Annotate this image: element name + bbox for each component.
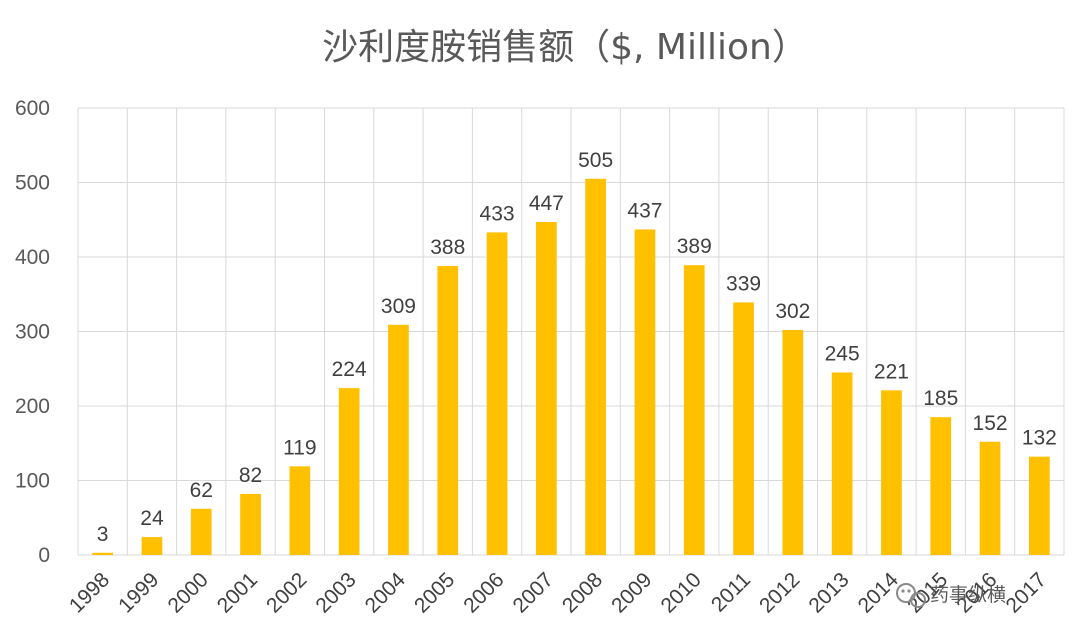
grid-lines <box>77 107 1065 556</box>
bar <box>289 466 311 555</box>
chart-title: 沙利度胺销售额（$, Million） <box>322 27 808 68</box>
x-tick-label: 2013 <box>804 568 853 617</box>
x-tick-label: 2000 <box>163 568 212 617</box>
bar <box>338 388 360 555</box>
x-tick-label: 2012 <box>755 568 804 617</box>
y-tick-label: 400 <box>15 246 50 269</box>
data-label: 437 <box>627 199 662 222</box>
data-label: 152 <box>973 412 1008 435</box>
bar <box>437 265 459 555</box>
x-tick-label: 2003 <box>311 568 360 617</box>
bar <box>1028 456 1050 555</box>
bar <box>831 372 853 555</box>
bars <box>92 178 1050 556</box>
x-tick-label: 2010 <box>656 568 705 617</box>
watermark-text: 药事纵横 <box>930 584 1006 606</box>
data-label: 245 <box>825 342 860 365</box>
x-tick-label: 2011 <box>707 568 755 616</box>
bar <box>92 552 114 555</box>
bar <box>683 265 705 555</box>
data-label: 505 <box>578 149 613 172</box>
x-tick-label: 1998 <box>65 568 114 617</box>
data-label: 221 <box>874 360 909 383</box>
x-tick-label: 2007 <box>509 568 558 617</box>
data-label: 309 <box>381 295 416 318</box>
bar <box>486 232 508 556</box>
bar <box>979 441 1001 555</box>
bar <box>585 178 607 555</box>
bar <box>782 330 804 555</box>
data-label: 132 <box>1022 427 1057 450</box>
y-tick-label: 0 <box>38 544 50 567</box>
data-label: 62 <box>190 479 213 502</box>
x-tick-label: 2014 <box>854 568 904 618</box>
data-labels: 3 24 62 82 119 224 309 388 433 447 505 437 389 339 302… <box>97 149 1057 546</box>
bar <box>881 390 902 555</box>
x-tick-label: 2006 <box>459 568 508 617</box>
y-axis-ticks: 0 100 200 300 400 500 600 <box>15 97 50 567</box>
x-axis-ticks: 1998 1999 2000 2001 2002 2003 2004 2005 2006 2007… <box>65 568 1051 618</box>
y-tick-label: 500 <box>15 172 50 195</box>
y-tick-label: 300 <box>15 321 50 344</box>
bar <box>388 324 409 555</box>
y-tick-label: 600 <box>15 97 50 120</box>
watermark: 药事纵横 <box>896 583 1006 608</box>
x-tick-label: 2008 <box>558 568 607 617</box>
x-tick-label: 2004 <box>361 568 411 618</box>
data-label: 3 <box>97 523 109 546</box>
x-tick-label: 2017 <box>1002 568 1051 617</box>
data-label: 24 <box>140 507 164 530</box>
wechat-icon <box>896 583 926 608</box>
data-label: 224 <box>332 358 367 381</box>
y-tick-label: 200 <box>15 395 50 418</box>
x-tick-label: 2009 <box>607 568 656 617</box>
bar <box>240 493 261 555</box>
x-tick-label: 2002 <box>262 568 311 617</box>
data-label: 388 <box>430 236 465 259</box>
data-label: 447 <box>529 192 564 215</box>
bar <box>190 508 212 555</box>
x-tick-label: 2005 <box>410 568 459 617</box>
y-tick-label: 100 <box>15 470 50 493</box>
x-tick-label: 1999 <box>114 568 163 617</box>
bar <box>733 302 754 555</box>
data-label: 185 <box>923 387 958 410</box>
data-label: 433 <box>480 202 515 225</box>
data-label: 82 <box>239 464 262 487</box>
bar <box>535 221 557 556</box>
data-label: 389 <box>677 235 712 258</box>
bar <box>634 229 656 555</box>
bar <box>141 537 163 555</box>
data-label: 339 <box>726 272 761 295</box>
bar <box>930 417 952 555</box>
data-label: 119 <box>283 436 316 459</box>
data-label: 302 <box>775 300 810 323</box>
x-tick-label: 2001 <box>213 568 262 617</box>
